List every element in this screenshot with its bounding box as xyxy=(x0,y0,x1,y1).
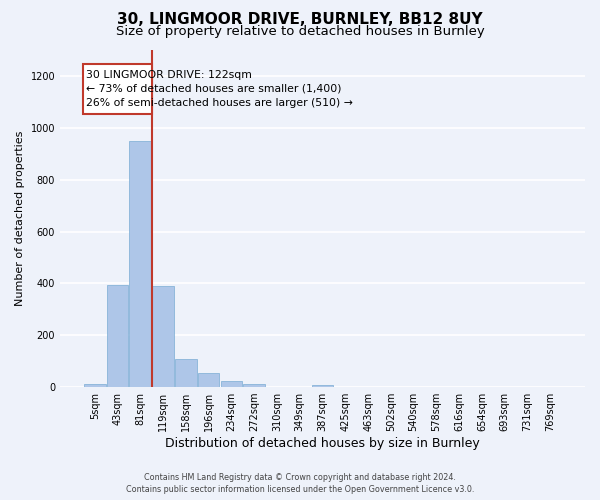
Text: Size of property relative to detached houses in Burnley: Size of property relative to detached ho… xyxy=(116,25,484,38)
Text: 30 LINGMOOR DRIVE: 122sqm
← 73% of detached houses are smaller (1,400)
26% of se: 30 LINGMOOR DRIVE: 122sqm ← 73% of detac… xyxy=(86,70,353,108)
FancyBboxPatch shape xyxy=(83,64,152,114)
Bar xyxy=(221,382,242,387)
Bar xyxy=(84,384,106,387)
Bar xyxy=(198,373,220,387)
Bar xyxy=(244,384,265,387)
Bar xyxy=(130,141,151,387)
Bar xyxy=(107,284,128,387)
Bar xyxy=(152,286,174,387)
X-axis label: Distribution of detached houses by size in Burnley: Distribution of detached houses by size … xyxy=(165,437,480,450)
Bar xyxy=(175,359,197,387)
Y-axis label: Number of detached properties: Number of detached properties xyxy=(15,131,25,306)
Bar xyxy=(312,386,334,387)
Text: Contains HM Land Registry data © Crown copyright and database right 2024.
Contai: Contains HM Land Registry data © Crown c… xyxy=(126,472,474,494)
Text: 30, LINGMOOR DRIVE, BURNLEY, BB12 8UY: 30, LINGMOOR DRIVE, BURNLEY, BB12 8UY xyxy=(117,12,483,28)
